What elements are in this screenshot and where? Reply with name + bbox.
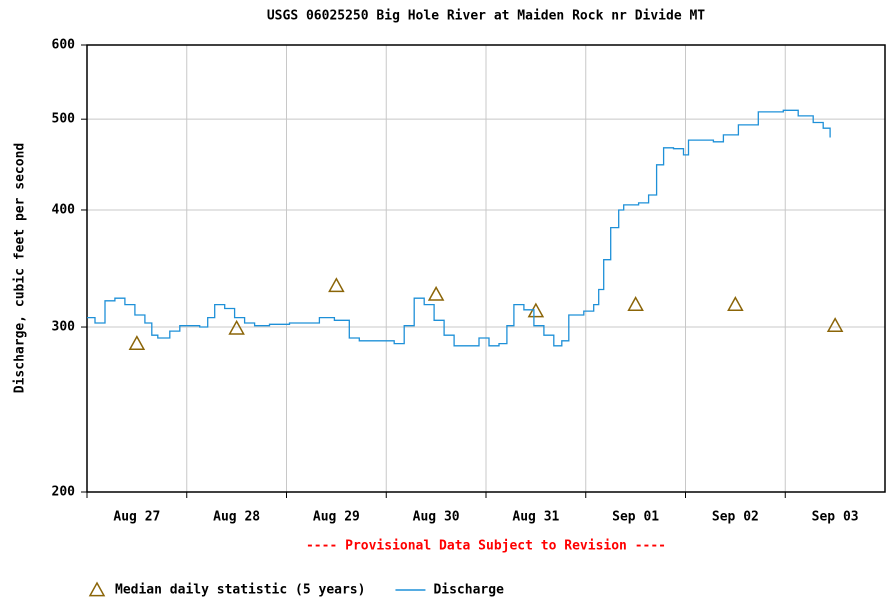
median-marker xyxy=(128,335,146,350)
y-tick-label: 300 xyxy=(52,320,76,335)
chart-title: USGS 06025250 Big Hole River at Maiden R… xyxy=(267,9,705,24)
y-tick-label: 600 xyxy=(52,38,76,53)
y-tick-label: 400 xyxy=(52,202,76,217)
median-marker xyxy=(826,317,844,333)
x-tick-label: Aug 30 xyxy=(413,510,460,525)
discharge-line xyxy=(87,109,831,347)
annotation: ---- Provisional Data Subject to Revisio… xyxy=(306,539,666,554)
x-tick-label: Aug 28 xyxy=(213,510,260,525)
plot-frame xyxy=(86,44,886,493)
x-tick-label: Sep 03 xyxy=(812,510,859,525)
x-tick-label: Aug 31 xyxy=(512,510,559,525)
median-marker xyxy=(228,319,245,335)
y-tick-label: 500 xyxy=(52,112,76,127)
x-tick-label: Sep 01 xyxy=(612,510,659,525)
legend-label: Discharge xyxy=(433,583,504,598)
median-marker xyxy=(427,285,445,301)
median-marker xyxy=(627,296,644,311)
y-axis-label: Discharge, cubic feet per second xyxy=(13,143,28,393)
x-tick-label: Aug 29 xyxy=(313,510,360,525)
y-tick-label: 200 xyxy=(52,485,76,500)
x-tick-label: Aug 27 xyxy=(113,510,160,525)
median-marker xyxy=(727,296,744,311)
x-tick-label: Sep 02 xyxy=(712,510,759,525)
legend-marker xyxy=(88,581,106,597)
median-marker xyxy=(328,277,345,293)
legend-label: Median daily statistic (5 years) xyxy=(115,583,365,598)
